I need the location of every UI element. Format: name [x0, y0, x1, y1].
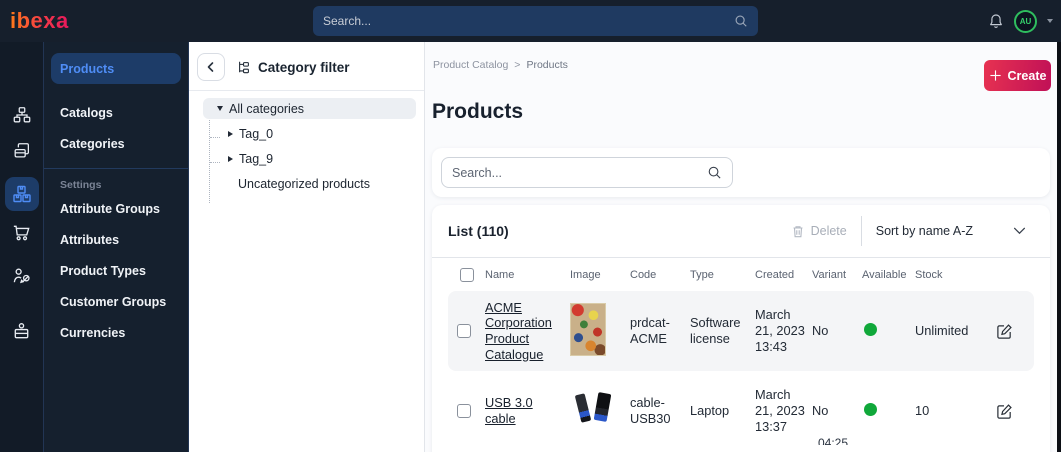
sidebar-item-currencies[interactable]: Currencies — [60, 325, 126, 340]
trash-icon — [791, 224, 805, 239]
product-stock: Unlimited — [915, 323, 969, 339]
edit-icon[interactable] — [996, 323, 1013, 340]
column-header: Created — [755, 268, 795, 281]
tree-guide-line — [209, 109, 210, 203]
ibexa-logo[interactable]: ibexa — [10, 8, 69, 33]
right-edge-strip — [1057, 42, 1061, 452]
product-type: Laptop — [690, 403, 730, 419]
active-icon-tile — [5, 177, 39, 211]
back-button[interactable] — [197, 53, 225, 81]
table-header-row: Name Image Code Type Created Variant Available… — [448, 258, 1034, 291]
search-card: Search... — [432, 148, 1050, 197]
category-filter-panel: Category filter All categories Tag_0 Tag… — [189, 42, 425, 452]
global-search-input[interactable]: Search... — [313, 6, 758, 36]
column-header: Variant — [812, 268, 847, 281]
chevron-down-icon — [1013, 227, 1026, 235]
top-bar: ibexa Search... AU — [0, 0, 1061, 42]
create-button[interactable]: Create — [984, 60, 1051, 91]
sidebar-icon-rail — [0, 42, 44, 452]
caret-right-icon[interactable] — [228, 130, 233, 137]
notifications-bell-icon[interactable] — [988, 13, 1004, 30]
edit-icon[interactable] — [996, 403, 1013, 420]
segments-icon[interactable] — [11, 264, 33, 286]
list-search-placeholder: Search... — [452, 165, 503, 180]
product-type: Software license — [690, 315, 741, 346]
page-title: Products — [432, 100, 524, 123]
filter-panel-title: Category filter — [237, 60, 350, 75]
main-content: Product Catalog > Products Products Crea… — [425, 42, 1057, 452]
delete-button[interactable]: Delete — [791, 224, 847, 239]
cart-icon[interactable] — [11, 221, 33, 243]
user-menu-caret-icon[interactable] — [1047, 19, 1053, 23]
product-image — [570, 302, 606, 356]
sidebar-item-products[interactable]: Products — [51, 53, 181, 84]
column-header: Stock — [915, 268, 943, 281]
list-search-input[interactable]: Search... — [441, 157, 733, 188]
search-icon — [707, 165, 722, 180]
table-row[interactable]: USB 3.0 cable cable-USB30 Laptop March 2… — [448, 371, 1034, 451]
divider — [860, 216, 862, 246]
clipped-text-fragment: 04:25 — [818, 436, 849, 445]
row-checkbox[interactable] — [456, 324, 471, 338]
product-variant: No — [812, 323, 829, 339]
product-name-link[interactable]: ACME Corporation Product Catalogue — [485, 299, 552, 362]
product-image — [570, 389, 616, 430]
product-stock: 10 — [915, 403, 930, 419]
sidebar-item-attributes[interactable]: Attributes — [60, 232, 120, 247]
content-icon[interactable] — [11, 140, 33, 162]
tree-item-all-categories[interactable]: All categories — [203, 98, 416, 119]
column-header: Type — [690, 268, 714, 281]
column-header: Image — [570, 268, 601, 281]
sidebar-item-categories[interactable]: Categories — [60, 136, 125, 151]
product-created: March 21, 2023 13:37 — [755, 387, 805, 434]
category-tree-icon — [237, 60, 251, 74]
breadcrumb-separator: > — [514, 59, 521, 71]
row-checkbox[interactable] — [456, 404, 471, 418]
caret-down-icon[interactable] — [217, 106, 223, 111]
column-header: Available — [862, 268, 907, 281]
customers-icon[interactable] — [11, 320, 33, 342]
list-title: List (110) — [448, 223, 509, 239]
tree-item-tag-0[interactable]: Tag_0 — [195, 123, 416, 144]
tree-item-tag-9[interactable]: Tag_9 — [195, 148, 416, 169]
sidebar-item-product-types[interactable]: Product Types — [60, 263, 146, 278]
tree-item-uncategorized[interactable]: Uncategorized products — [238, 176, 371, 191]
sidebar-item-catalogs[interactable]: Catalogs — [60, 105, 113, 120]
product-code: prdcat-ACME — [630, 315, 670, 346]
sidebar-item-customer-groups[interactable]: Customer Groups — [60, 294, 167, 309]
product-variant: No — [812, 403, 829, 419]
category-tree: All categories Tag_0 Tag_9 Uncategorized… — [189, 91, 424, 203]
search-icon — [734, 14, 748, 28]
column-header: Code — [630, 268, 657, 281]
products-icon[interactable] — [11, 183, 33, 205]
avatar[interactable]: AU — [1014, 9, 1037, 33]
menu-divider — [44, 168, 188, 169]
product-code: cable-USB30 — [630, 395, 671, 426]
product-created: March 21, 2023 13:43 — [755, 307, 805, 354]
sidebar-item-attribute-groups[interactable]: Attribute Groups — [60, 201, 160, 216]
content-tree-icon[interactable] — [11, 104, 33, 126]
product-name-link[interactable]: USB 3.0 cable — [485, 395, 533, 426]
sidebar-menu: Products Catalogs Categories Settings At… — [44, 42, 189, 452]
breadcrumb: Product Catalog > Products — [433, 59, 568, 71]
breadcrumb-item[interactable]: Product Catalog — [433, 59, 509, 71]
column-header: Name — [485, 268, 515, 281]
available-dot — [864, 322, 877, 336]
table-row[interactable]: ACME Corporation Product Catalogue prdca… — [448, 291, 1034, 371]
sort-dropdown[interactable]: Sort by name A-Z — [876, 224, 1034, 238]
table-body: ACME Corporation Product Catalogue prdca… — [448, 291, 1034, 451]
available-dot — [864, 402, 877, 416]
breadcrumb-item-current[interactable]: Products — [526, 59, 568, 71]
select-all-checkbox[interactable] — [459, 267, 474, 282]
divider — [432, 257, 1050, 258]
caret-right-icon[interactable] — [228, 155, 233, 162]
global-search-placeholder: Search... — [323, 14, 372, 28]
product-list-card: List (110) Delete Sort by name A-Z — [432, 205, 1050, 452]
settings-section-label: Settings — [60, 179, 102, 191]
